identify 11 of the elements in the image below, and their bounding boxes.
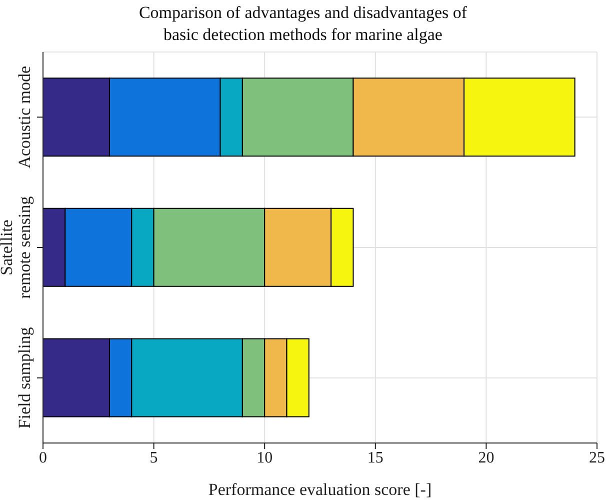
chart-title: Comparison of advantages and disadvantages of basic detection methods for marine algae: [138, 2, 468, 46]
x-axis-title: Performance evaluation score [-]: [208, 480, 432, 499]
x-tick-label: 0: [39, 449, 47, 466]
y-tick-label: Acoustic mode: [15, 66, 34, 168]
x-tick-label: 25: [589, 449, 605, 466]
y-tick-label: Field sampling: [15, 326, 34, 429]
y-tick-label: Satellite remote sensing: [0, 196, 34, 299]
x-tick-label: 5: [150, 449, 158, 466]
x-tick-label: 10: [256, 449, 273, 466]
x-tick-label: 15: [367, 449, 384, 466]
x-tick-label: 20: [478, 449, 494, 466]
